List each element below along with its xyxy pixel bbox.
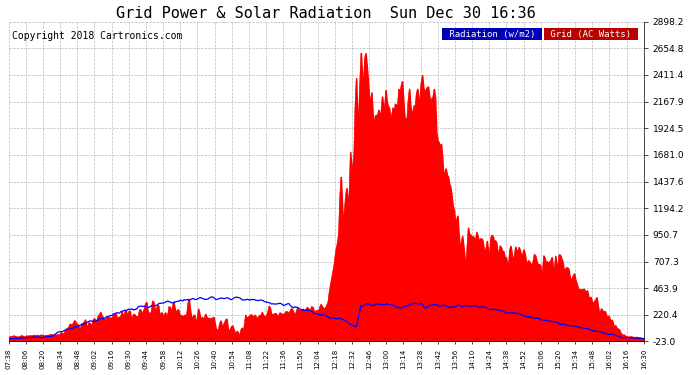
Text: Copyright 2018 Cartronics.com: Copyright 2018 Cartronics.com xyxy=(12,32,182,41)
Text: Grid (AC Watts): Grid (AC Watts) xyxy=(545,30,637,39)
Text: Radiation (w/m2): Radiation (w/m2) xyxy=(444,30,540,39)
Title: Grid Power & Solar Radiation  Sun Dec 30 16:36: Grid Power & Solar Radiation Sun Dec 30 … xyxy=(117,6,536,21)
